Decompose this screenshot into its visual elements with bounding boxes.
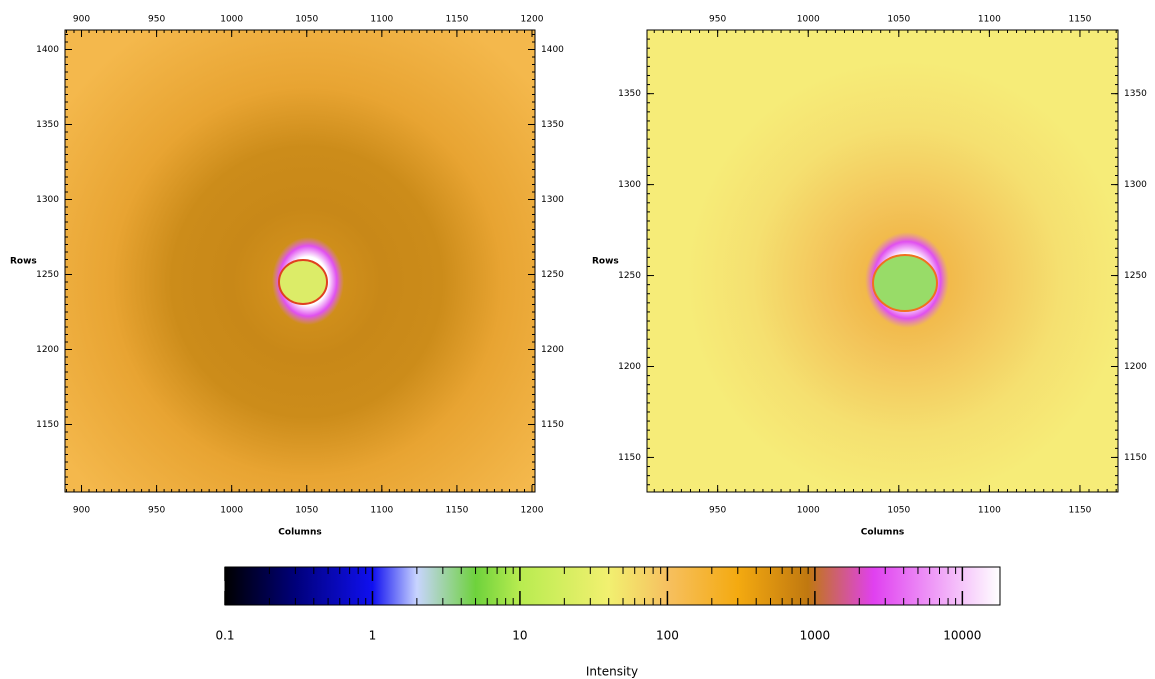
y-tick-label: 1350 [1124, 89, 1147, 99]
y-tick-label: 1250 [36, 270, 59, 280]
x-tick-label: 1050 [887, 15, 910, 25]
x-tick-label: 1150 [1069, 15, 1092, 25]
x-tick-label: 1100 [978, 506, 1001, 516]
x-tick-label: 950 [709, 506, 726, 516]
y-tick-label: 1350 [36, 120, 59, 130]
y-tick-label: 1150 [618, 453, 641, 463]
x-tick-label: 1050 [295, 15, 318, 25]
y-tick-label: 1300 [541, 195, 564, 205]
x-tick-label: 1200 [521, 506, 544, 516]
x-tick-label: 1200 [521, 15, 544, 25]
colorbar-label: Intensity [586, 665, 638, 679]
y-axis-label: Rows [592, 257, 619, 267]
x-tick-label: 1150 [445, 15, 468, 25]
colorbar-tick-label: 100 [656, 629, 679, 643]
y-tick-label: 1200 [618, 362, 641, 372]
colorbar-tick-label: 10 [512, 629, 527, 643]
x-tick-label: 1050 [887, 506, 910, 516]
y-tick-label: 1300 [618, 180, 641, 190]
y-tick-label: 1150 [541, 420, 564, 430]
y-axis-label: Rows [10, 257, 37, 267]
spot [872, 254, 938, 312]
y-tick-label: 1150 [1124, 453, 1147, 463]
y-tick-label: 1200 [541, 345, 564, 355]
y-tick-label: 1200 [36, 345, 59, 355]
image-right [647, 30, 1118, 492]
y-tick-label: 1400 [541, 45, 564, 55]
x-tick-label: 1100 [978, 15, 1001, 25]
y-tick-label: 1200 [1124, 362, 1147, 372]
y-tick-label: 1150 [36, 420, 59, 430]
plot-frame [646, 29, 1119, 493]
x-axis-label: Columns [861, 528, 904, 538]
colorbar-tick-label: 10000 [943, 629, 981, 643]
y-tick-label: 1350 [618, 89, 641, 99]
x-tick-label: 1150 [445, 506, 468, 516]
x-tick-label: 1050 [295, 506, 318, 516]
x-tick-label: 1150 [1069, 506, 1092, 516]
x-tick-label: 1000 [797, 506, 820, 516]
x-tick-label: 900 [73, 15, 90, 25]
colorbar-tick-label: 1000 [800, 629, 831, 643]
colorbar-tick-label: 0.1 [215, 629, 234, 643]
x-axis-label: Columns [278, 528, 321, 538]
x-tick-label: 1000 [797, 15, 820, 25]
y-tick-label: 1400 [36, 45, 59, 55]
y-tick-label: 1250 [541, 270, 564, 280]
plot-frame [64, 29, 536, 493]
x-tick-label: 1100 [370, 506, 393, 516]
x-tick-label: 1000 [220, 506, 243, 516]
x-tick-label: 1100 [370, 15, 393, 25]
x-tick-label: 1000 [220, 15, 243, 25]
x-tick-label: 900 [73, 506, 90, 516]
y-tick-label: 1250 [618, 271, 641, 281]
x-tick-label: 950 [148, 506, 165, 516]
y-tick-label: 1250 [1124, 271, 1147, 281]
y-tick-label: 1350 [541, 120, 564, 130]
image-left [65, 30, 535, 492]
spot [278, 259, 328, 305]
colorbar-tick-label: 1 [369, 629, 377, 643]
x-tick-label: 950 [709, 15, 726, 25]
colorbar [224, 566, 1001, 606]
y-tick-label: 1300 [36, 195, 59, 205]
y-tick-label: 1300 [1124, 180, 1147, 190]
x-tick-label: 950 [148, 15, 165, 25]
